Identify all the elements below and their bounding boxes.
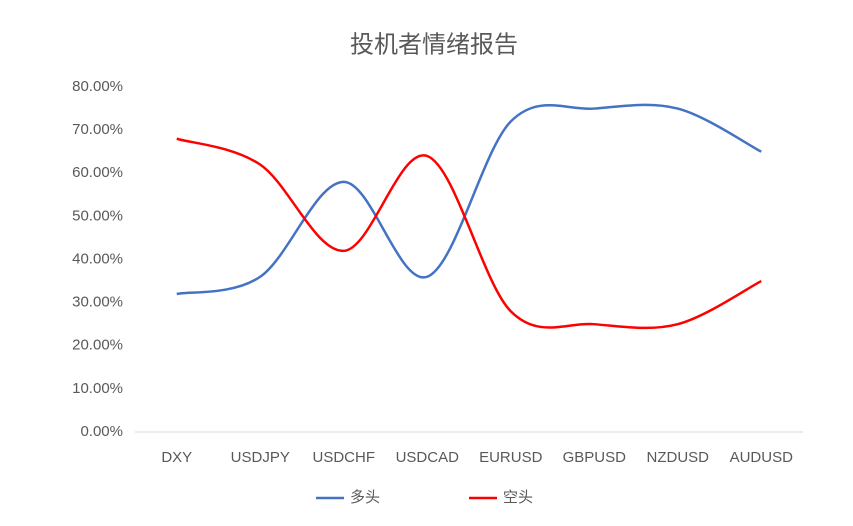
x-tick-label: GBPUSD [563, 449, 627, 466]
y-tick-label: 80.00% [72, 78, 123, 95]
y-tick-label: 70.00% [72, 121, 123, 138]
y-tick-label: 10.00% [72, 380, 123, 397]
y-tick-label: 20.00% [72, 337, 123, 354]
x-tick-label: AUDUSD [730, 449, 794, 466]
series-line [176, 137, 762, 330]
series-line [176, 103, 762, 296]
legend-label: 多头 [350, 489, 380, 506]
x-tick-label: EURUSD [479, 449, 543, 466]
y-tick-label: 30.00% [72, 294, 123, 311]
chart-title: 投机者情绪报告 [350, 31, 518, 58]
y-tick-label: 0.00% [80, 423, 123, 440]
x-tick-label: USDCAD [396, 449, 460, 466]
x-tick-label: DXY [161, 449, 192, 466]
legend-label: 空头 [503, 489, 533, 506]
x-tick-label: NZDUSD [647, 449, 710, 466]
y-tick-label: 40.00% [72, 250, 123, 267]
x-tick-label: USDCHF [313, 449, 376, 466]
y-tick-label: 50.00% [72, 207, 123, 224]
y-tick-label: 60.00% [72, 164, 123, 181]
x-tick-label: USDJPY [231, 449, 290, 466]
